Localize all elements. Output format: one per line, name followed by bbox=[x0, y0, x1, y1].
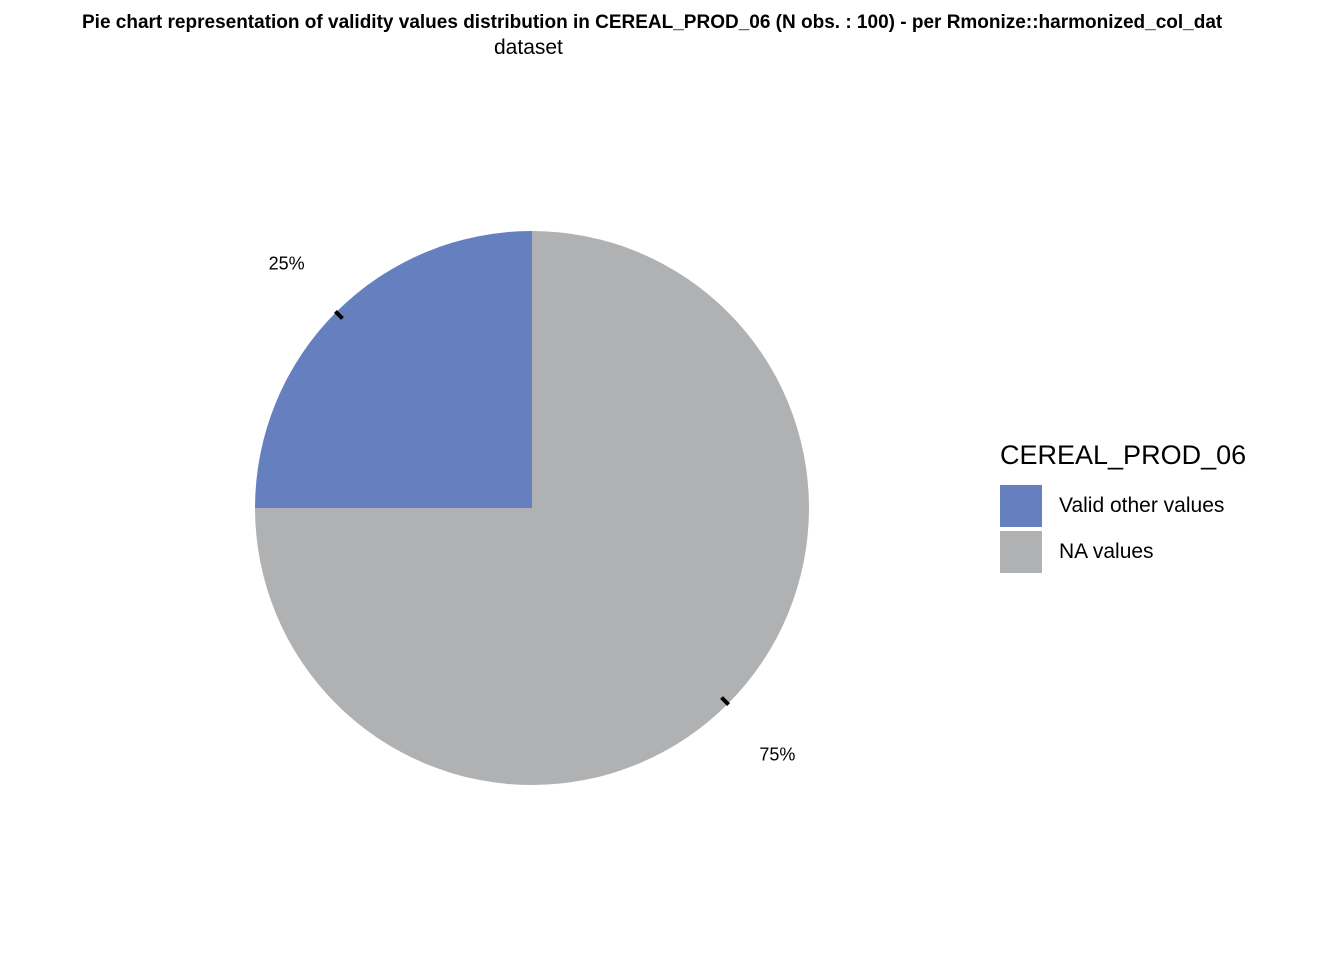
legend-swatch-na bbox=[1000, 531, 1042, 573]
legend-item-na: NA values bbox=[1000, 529, 1246, 575]
pie-label-na: 75% bbox=[759, 744, 795, 764]
legend: CEREAL_PROD_06 Valid other values NA val… bbox=[1000, 440, 1246, 575]
chart-title: Pie chart representation of validity val… bbox=[82, 12, 1223, 33]
chart-subtitle: dataset bbox=[494, 36, 563, 59]
legend-item-valid: Valid other values bbox=[1000, 483, 1246, 529]
pie-tick-na bbox=[720, 696, 730, 706]
pie-tick-valid bbox=[334, 310, 344, 320]
pie-label-valid: 25% bbox=[269, 254, 305, 274]
legend-label-na: NA values bbox=[1059, 540, 1154, 563]
legend-swatch-valid bbox=[1000, 485, 1042, 527]
legend-title: CEREAL_PROD_06 bbox=[1000, 440, 1247, 470]
legend-label-valid: Valid other values bbox=[1059, 494, 1225, 517]
pie-slice-na bbox=[255, 231, 809, 785]
pie-slice-valid bbox=[255, 231, 532, 508]
